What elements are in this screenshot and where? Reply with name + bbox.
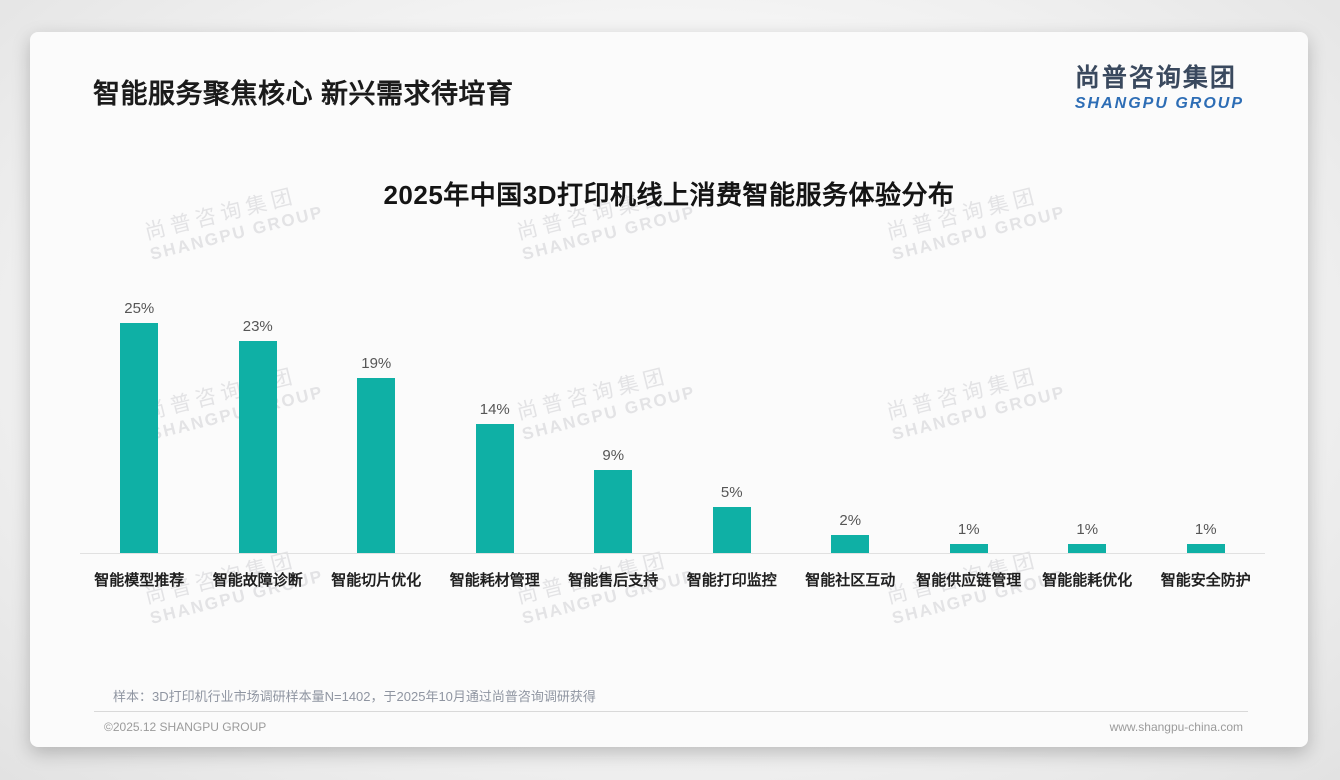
company-logo: 尚普咨询集团 SHANGPU GROUP <box>1075 58 1244 113</box>
copyright-text: ©2025.12 SHANGPU GROUP <box>104 720 267 734</box>
chart-plot-area: 25% 23% 19% 14% 9% 5% 2% 1% 1% 1% 智能模型推荐 智能故障诊断 智能切… <box>80 285 1265 590</box>
category-label: 智能耗材管理 <box>449 572 540 589</box>
category-labels-row: 智能模型推荐 智能故障诊断 智能切片优化 智能耗材管理 智能售后支持 智能打印监控 智能社区… <box>80 569 1265 590</box>
bar <box>357 378 396 553</box>
bar-value-label: 14% <box>479 401 510 419</box>
bar <box>1068 543 1107 553</box>
bar-column: 1% <box>1028 521 1147 553</box>
bar-column: 25% <box>80 300 199 553</box>
bar-column: 2% <box>791 512 910 553</box>
bar-value-label: 19% <box>361 355 392 373</box>
category-label: 智能能耗优化 <box>1042 572 1133 589</box>
bar-column: 1% <box>910 521 1029 553</box>
page-title: 智能服务聚焦核心 新兴需求待培育 <box>93 79 514 109</box>
bar-value-label: 1% <box>1194 520 1217 538</box>
category-label: 智能切片优化 <box>331 572 422 589</box>
bar-value-label: 2% <box>839 511 862 529</box>
category-label: 智能供应链管理 <box>916 572 1022 589</box>
bar-value-label: 23% <box>242 318 273 336</box>
bar <box>1186 543 1225 553</box>
category-label: 智能安全防护 <box>1160 572 1251 589</box>
sample-note: 样本：3D打印机行业市场调研样本量N=1402，于2025年10月通过尚普咨询调… <box>113 689 596 704</box>
bar <box>949 543 988 553</box>
bar-column: 19% <box>317 355 436 553</box>
chart-title: 2025年中国3D打印机线上消费智能服务体验分布 <box>383 180 955 210</box>
slide-card: 尚普咨询集团 SHANGPU GROUP 尚普咨询集团 SHANGPU GROUP 尚普… <box>30 32 1308 747</box>
bar-column: 5% <box>673 484 792 553</box>
category-label: 智能售后支持 <box>568 572 659 589</box>
category-label: 智能模型推荐 <box>94 572 185 589</box>
bars-row: 25% 23% 19% 14% 9% 5% 2% 1% 1% 1% <box>80 285 1265 553</box>
x-axis-line <box>80 553 1265 554</box>
logo-chinese-text: 尚普咨询集团 <box>1074 64 1237 92</box>
bar-value-label: 1% <box>1076 520 1099 538</box>
bar <box>475 424 514 553</box>
footer-divider <box>94 711 1248 712</box>
bar-value-label: 5% <box>720 484 743 501</box>
category-label: 智能打印监控 <box>686 572 777 589</box>
logo-english-text: SHANGPU GROUP <box>1074 95 1244 112</box>
bar-value-label: 9% <box>602 447 625 465</box>
bar <box>120 323 159 553</box>
category-label: 智能社区互动 <box>805 572 896 589</box>
website-text: www.shangpu-china.com <box>1109 720 1243 734</box>
bar-column: 23% <box>199 318 318 553</box>
bar <box>712 507 751 553</box>
bar <box>238 341 277 553</box>
bar <box>594 470 633 553</box>
bar-value-label: 1% <box>957 520 980 538</box>
bar-column: 14% <box>436 401 555 553</box>
category-label: 智能故障诊断 <box>212 572 303 589</box>
bar <box>831 534 870 553</box>
bar-value-label: 25% <box>124 300 155 317</box>
bar-column: 9% <box>554 447 673 553</box>
bar-column: 1% <box>1147 521 1266 553</box>
